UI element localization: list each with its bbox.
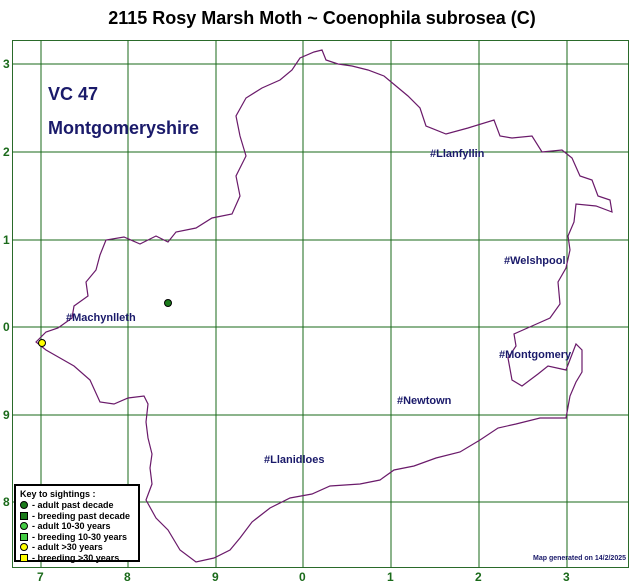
key-title: Key to sightings : (20, 489, 96, 499)
vice-county-number: VC 47 (48, 84, 99, 104)
key-item-label: - breeding past decade (32, 510, 131, 521)
adult-over-30-years-icon (20, 543, 28, 552)
vice-county-name: Montgomeryshire (48, 118, 200, 138)
key-item: - breeding 10-30 years (20, 532, 134, 543)
grid-lines (12, 40, 629, 568)
x-tick-label: 2 (475, 570, 482, 584)
key-item: - breeding >30 years (20, 553, 134, 564)
x-tick-label: 9 (212, 570, 219, 584)
x-tick-label: 3 (563, 570, 570, 584)
map-frame (12, 40, 629, 568)
key-item: - adult >30 years (20, 542, 134, 553)
breeding-over-30-years-icon (20, 553, 28, 562)
adult-10-30-years-icon (20, 522, 28, 531)
key-item-label: - breeding 10-30 years (32, 531, 128, 542)
town-label-welshpool: #Welshpool (504, 255, 566, 267)
key-item-label: - adult past decade (32, 500, 114, 511)
map-credit: Map generated on 14/2/2025 (533, 555, 626, 562)
x-tick-label: 7 (37, 570, 44, 584)
y-tick-label: 0 (3, 320, 10, 334)
y-tick-label: 3 (3, 57, 10, 71)
y-tick-label: 9 (3, 408, 10, 422)
key-item: - adult past decade (20, 500, 134, 511)
x-tick-label: 0 (299, 570, 306, 584)
key-item-label: - breeding >30 years (32, 552, 120, 563)
town-label-montgomery: #Montgomery (499, 349, 572, 361)
key-item-label: - adult >30 years (32, 542, 103, 553)
county-boundary (35, 49, 613, 563)
breeding-10-30-years-icon (20, 532, 28, 541)
key-item-label: - adult 10-30 years (32, 521, 111, 532)
y-tick-label: 2 (3, 145, 10, 159)
town-label-llanfyllin: #Llanfyllin (430, 148, 485, 160)
town-label-machynlleth: #Machynlleth (66, 312, 136, 324)
key-item: - breeding past decade (20, 511, 134, 522)
y-tick-label: 8 (3, 495, 10, 509)
town-label-llanidloes: #Llanidloes (264, 454, 325, 466)
town-label-newtown: #Newtown (397, 395, 452, 407)
sighting-marker (164, 299, 172, 307)
adult-past-decade-icon (20, 501, 28, 510)
x-tick-label: 8 (124, 570, 131, 584)
key-item: - adult 10-30 years (20, 521, 134, 532)
breeding-past-decade-icon (20, 511, 28, 520)
y-tick-label: 1 (3, 233, 10, 247)
sighting-marker (38, 339, 46, 347)
x-tick-label: 1 (387, 570, 394, 584)
sightings-key: Key to sightings : - adult past decade -… (14, 484, 140, 564)
map-title: 2115 Rosy Marsh Moth ~ Coenophila subros… (108, 8, 536, 28)
